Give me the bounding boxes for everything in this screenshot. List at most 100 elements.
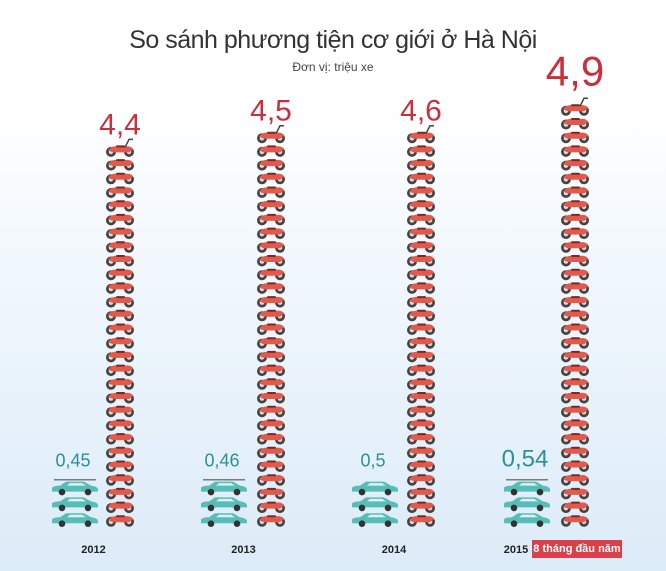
motorbike-icon	[257, 309, 285, 322]
car-icon	[52, 497, 98, 512]
car-icon	[352, 513, 398, 527]
motorbike-icon	[407, 350, 435, 363]
motorbike-icon	[561, 241, 589, 253]
motorbike-icon	[257, 268, 285, 281]
car-value-label-2012: 0,45	[55, 451, 90, 471]
motorbike-icon	[106, 487, 134, 500]
motorbike-icon	[106, 241, 134, 253]
chart-subtitle: Đơn vị: triệu xe	[292, 60, 374, 74]
motorbike-icon	[257, 474, 285, 486]
motorbike-icon	[561, 200, 589, 212]
motorbike-icon	[257, 172, 285, 185]
motorbike-icon	[106, 446, 134, 459]
car-bar-2012	[52, 479, 98, 527]
car-bar-2013	[201, 479, 247, 527]
motorbike-bar-2014	[407, 124, 435, 527]
motorbike-icon	[561, 350, 589, 363]
motorbike-icon	[257, 159, 285, 171]
motorbike-icon	[407, 337, 435, 349]
motorbike-icon	[407, 227, 435, 240]
motorbike-icon	[561, 172, 589, 185]
motorbike-icon	[561, 405, 589, 418]
motorbike-icon	[407, 323, 435, 335]
motorbike-icon	[106, 515, 134, 527]
motorbike-icon	[561, 515, 589, 527]
car-icon	[504, 497, 550, 512]
motorbike-icon	[407, 296, 435, 308]
motorbike-icon	[257, 405, 285, 418]
car-value-label-2014: 0,5	[360, 451, 385, 471]
car-value-label-2015: 0,54	[502, 446, 549, 473]
motorbike-value-label-2014: 4,6	[400, 95, 442, 128]
motorbike-icon	[257, 392, 285, 404]
motorbike-icon	[257, 446, 285, 459]
motorbike-icon	[257, 350, 285, 363]
motorbike-icon	[106, 364, 134, 377]
motorbike-icon	[561, 118, 589, 130]
motorbike-icon	[106, 200, 134, 212]
motorbike-icon	[257, 378, 285, 390]
motorbike-icon	[106, 172, 134, 185]
motorbike-icon	[257, 515, 285, 527]
motorbike-icon	[257, 296, 285, 308]
motorbike-icon	[561, 364, 589, 377]
motorbike-icon	[257, 487, 285, 500]
motorbike-icon	[106, 337, 134, 349]
motorbike-icon	[106, 323, 134, 335]
car-icon	[52, 513, 98, 527]
motorbike-icon	[407, 172, 435, 185]
car-icon	[201, 481, 247, 496]
motorbike-icon	[257, 337, 285, 349]
motorbike-icon	[106, 255, 134, 267]
motorbike-icon	[106, 145, 134, 157]
motorbike-icon	[257, 241, 285, 253]
motorbike-icon	[257, 186, 285, 198]
motorbike-icon	[257, 419, 285, 431]
motorbike-bar-2012	[106, 138, 134, 527]
motorbike-icon	[407, 515, 435, 527]
motorbike-icon	[561, 392, 589, 404]
motorbike-icon	[257, 364, 285, 377]
car-icon	[201, 497, 247, 512]
motorbike-icon	[561, 474, 589, 486]
motorbike-icon	[407, 309, 435, 322]
motorbike-icon	[561, 145, 589, 157]
car-bar-2014	[352, 481, 398, 527]
motorbike-icon	[407, 131, 435, 144]
motorbike-icon	[106, 227, 134, 240]
motorbike-icon	[106, 268, 134, 281]
motorbike-icon	[106, 309, 134, 322]
motorbike-icon	[407, 241, 435, 253]
car-icon	[201, 513, 247, 527]
motorbike-icon	[257, 433, 285, 445]
motorbike-icon	[257, 131, 285, 144]
motorbike-icon	[407, 378, 435, 390]
car-value-label-2013: 0,46	[204, 451, 239, 471]
motorbike-icon	[407, 446, 435, 459]
motorbike-icon	[561, 213, 589, 226]
motorbike-icon	[561, 227, 589, 240]
motorbike-icon	[106, 501, 134, 514]
motorbike-icon	[561, 460, 589, 472]
motorbike-icon	[106, 282, 134, 294]
motorbike-icon	[106, 433, 134, 445]
motorbike-icon	[407, 474, 435, 486]
motorbike-icon	[407, 460, 435, 472]
motorbike-icon	[561, 419, 589, 431]
x-tick-label-2015: 2015	[504, 544, 528, 556]
motorbike-icon	[257, 213, 285, 226]
motorbike-icon	[106, 419, 134, 431]
motorbike-icon	[561, 337, 589, 349]
chart-title: So sánh phương tiện cơ giới ở Hà Nội	[129, 26, 537, 54]
motorbike-bar-2015	[561, 97, 589, 527]
motorbike-icon	[407, 268, 435, 281]
motorbike-icon	[257, 145, 285, 157]
motorbike-icon	[561, 255, 589, 267]
x-tick-label-2013: 2013	[231, 544, 255, 556]
motorbike-icon	[407, 186, 435, 198]
motorbike-icon	[257, 227, 285, 240]
motorbike-icon	[561, 186, 589, 198]
motorbike-icon	[561, 296, 589, 308]
motorbike-icon	[561, 501, 589, 514]
motorbike-icon	[561, 378, 589, 390]
